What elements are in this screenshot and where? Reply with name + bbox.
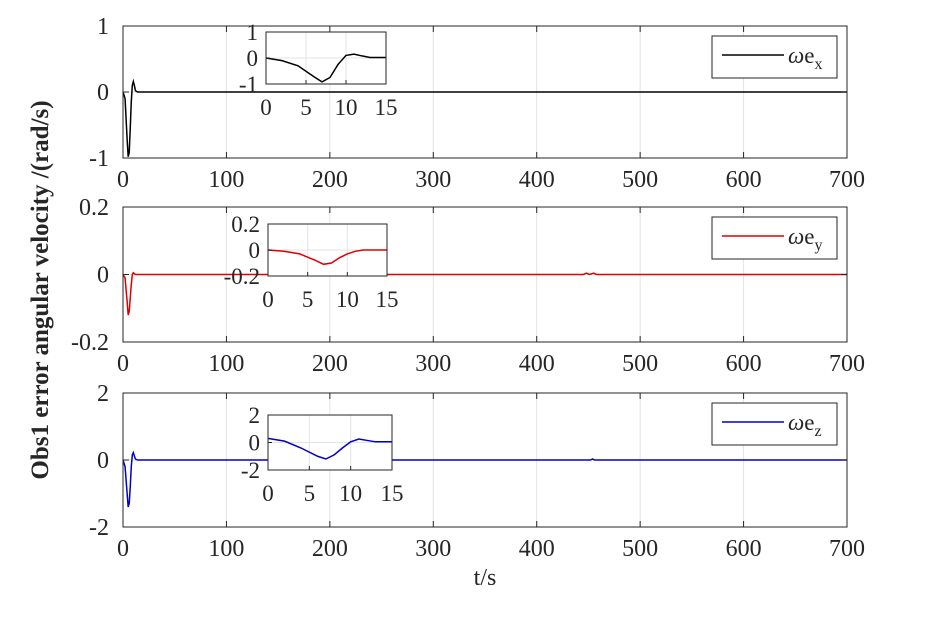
inset-y-tick-label: 0 [247, 46, 259, 71]
inset-axes: 0 5 10 15-0.200.2 [224, 212, 399, 312]
x-tick-label: 200 [312, 351, 348, 377]
inset-y-tick-label: 0 [249, 238, 261, 263]
series-line-2 [122, 271, 847, 316]
inset-y-tick-label: 1 [247, 20, 259, 45]
series-line-3 [122, 450, 847, 508]
inset-x-tick-label: 0 [262, 481, 274, 506]
inset-y-tick-label: -2 [241, 458, 260, 483]
inset-x-tick-label: 0 [260, 95, 272, 120]
legend: ωez [711, 402, 838, 446]
y-tick-label: 0.2 [79, 195, 109, 221]
inset-y-tick-label: 0.2 [231, 212, 260, 237]
x-tick-label: 400 [519, 167, 555, 193]
inset-x-tick-label: 5 [304, 481, 316, 506]
x-tick-label: 100 [208, 167, 244, 193]
inset-axes: 0 5 10 15-101 [239, 20, 398, 120]
inset-series-line [267, 437, 392, 460]
x-tick-label: 500 [622, 167, 658, 193]
legend-box [711, 216, 838, 260]
x-tick-label: 700 [829, 536, 865, 562]
inset-x-tick-label: 15 [381, 481, 404, 506]
legend-label: ωex [788, 43, 822, 73]
x-tick-label: 600 [726, 536, 762, 562]
x-tick-label: 100 [208, 536, 244, 562]
x-tick-label: 500 [622, 351, 658, 377]
inset-x-tick-label: 10 [335, 95, 358, 120]
inset-x-tick-label: 15 [376, 287, 399, 312]
x-axis-label: t/s [474, 565, 497, 591]
x-tick-label: 600 [726, 167, 762, 193]
y-tick-label: 2 [97, 381, 109, 407]
x-tick-label: 500 [622, 536, 658, 562]
subplot-2: 0 100 200 300 400 500 600 700-0.200.20 5 10 15-0.2… [71, 195, 865, 377]
x-tick-label: 100 [208, 351, 244, 377]
legend-label: ωez [788, 410, 822, 440]
series-line-1 [122, 78, 847, 157]
inset-x-tick-label: 10 [339, 481, 362, 506]
legend-box [711, 35, 838, 79]
x-tick-label: 0 [117, 351, 129, 377]
x-tick-label: 300 [415, 536, 451, 562]
x-tick-label: 200 [312, 167, 348, 193]
y-tick-label: -2 [89, 515, 109, 541]
x-tick-label: 300 [415, 351, 451, 377]
x-tick-label: 400 [519, 536, 555, 562]
legend-box [711, 402, 838, 446]
inset-x-tick-label: 0 [262, 287, 274, 312]
x-tick-label: 700 [829, 167, 865, 193]
inset-series-line [265, 53, 386, 83]
inset-y-tick-label: 0 [249, 431, 261, 456]
inset-axes: 0 5 10 15 -20 2 [241, 403, 404, 506]
x-tick-label: 0 [117, 167, 129, 193]
y-tick-label: -1 [89, 146, 109, 172]
legend: ωey [711, 216, 838, 260]
legend-label: ωey [788, 224, 822, 254]
inset-y-tick-label: 2 [249, 403, 261, 428]
inset-y-tick-label: -1 [239, 72, 258, 97]
inset-x-tick-label: 10 [336, 287, 359, 312]
inset-x-tick-label: 5 [302, 287, 314, 312]
y-axis-label: Obs1 error angular velocity /(rad/s) [27, 100, 54, 479]
x-tick-label: 0 [117, 536, 129, 562]
y-tick-label: 0 [97, 80, 109, 106]
inset-x-tick-label: 5 [300, 95, 312, 120]
x-tick-label: 300 [415, 167, 451, 193]
x-tick-label: 600 [726, 351, 762, 377]
y-tick-label: 1 [97, 14, 109, 40]
x-tick-label: 200 [312, 536, 348, 562]
inset-y-tick-label: -0.2 [224, 264, 260, 289]
y-tick-label: -0.2 [71, 330, 109, 356]
inset-x-tick-label: 15 [375, 95, 398, 120]
y-tick-label: 0 [97, 263, 109, 289]
x-tick-label: 700 [829, 351, 865, 377]
x-tick-label: 400 [519, 351, 555, 377]
inset-series-line [267, 249, 387, 266]
y-tick-label: 0 [97, 448, 109, 474]
legend: ωex [711, 35, 838, 79]
